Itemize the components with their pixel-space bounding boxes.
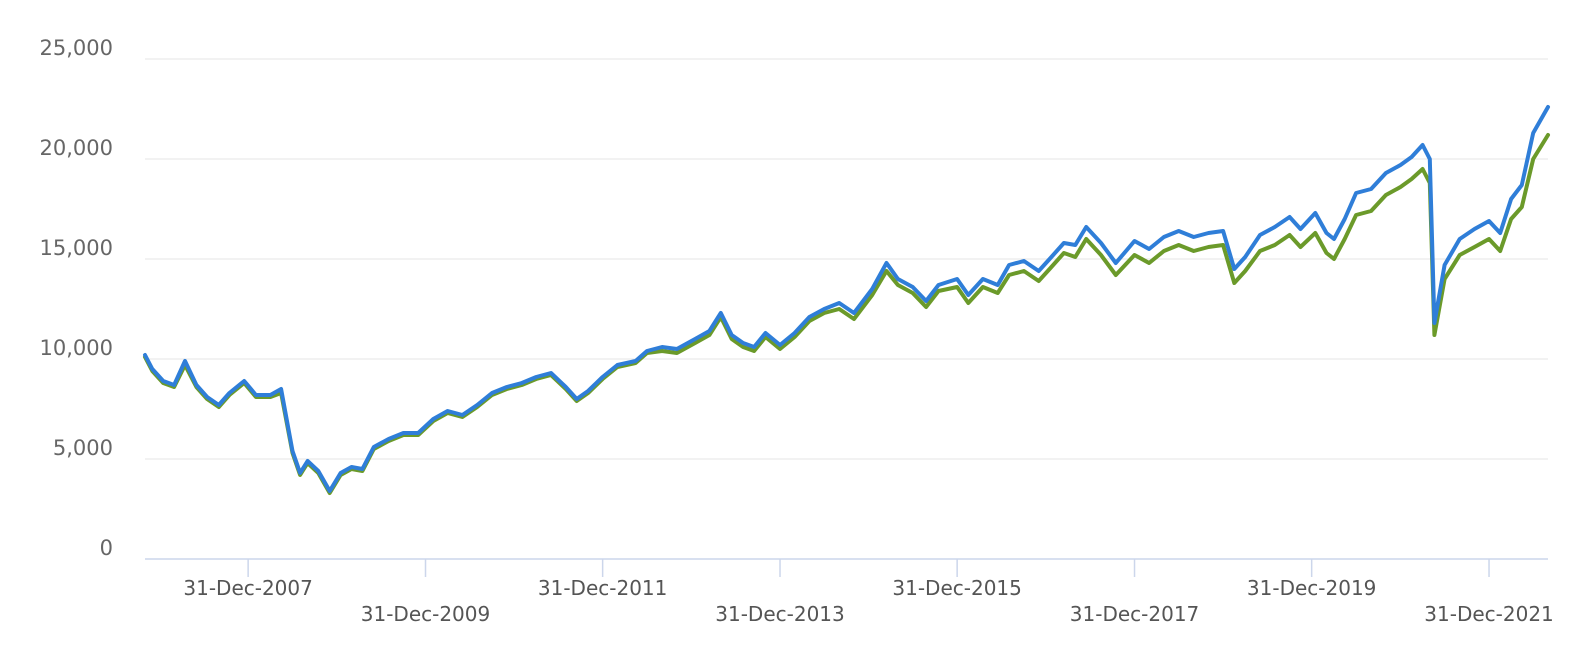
- series-line-2: [143, 105, 1550, 493]
- series-lines: [143, 105, 1550, 495]
- x-axis-labels: 31-Dec-2007 31-Dec-2009 31-Dec-2011 31-Dec-…: [183, 576, 1553, 626]
- y-axis-labels: 0 5,000 10,000 15,000 20,000 25,000: [40, 36, 113, 560]
- x-tick-label: 31-Dec-2017: [1070, 602, 1199, 626]
- y-tick-label: 15,000: [40, 236, 113, 260]
- x-tick-label: 31-Dec-2011: [538, 576, 667, 600]
- x-tick-label: 31-Dec-2007: [183, 576, 312, 600]
- x-axis: [145, 558, 1548, 577]
- x-tick-label: 31-Dec-2021: [1424, 602, 1553, 626]
- gridlines: [145, 58, 1548, 460]
- series-line-1: [143, 133, 1550, 495]
- x-tick-label: 31-Dec-2013: [715, 602, 844, 626]
- x-tick-label: 31-Dec-2009: [361, 602, 490, 626]
- y-tick-label: 10,000: [40, 336, 113, 360]
- y-tick-label: 0: [100, 536, 113, 560]
- y-tick-label: 5,000: [53, 436, 113, 460]
- y-tick-label: 25,000: [40, 36, 113, 60]
- x-tick-label: 31-Dec-2019: [1247, 576, 1376, 600]
- y-tick-label: 20,000: [40, 136, 113, 160]
- x-tick-label: 31-Dec-2015: [892, 576, 1021, 600]
